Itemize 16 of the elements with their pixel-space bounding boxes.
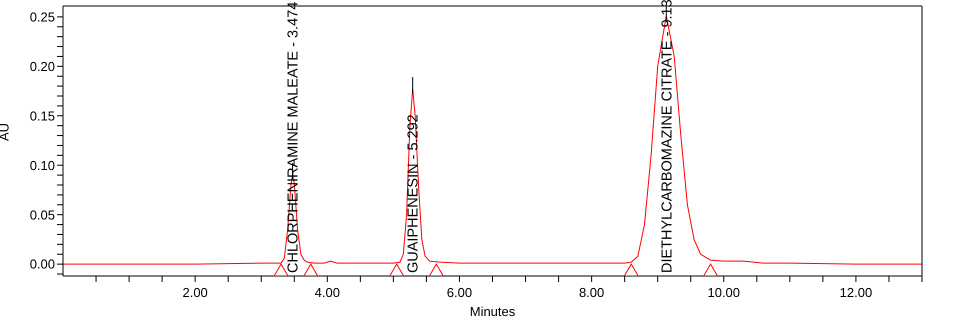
x-tick-label: 6.00 bbox=[446, 285, 472, 300]
annotation: CHLORPHENIRAMINE MALEATE - 3.474 bbox=[286, 2, 302, 273]
x-tick-label: 8.00 bbox=[578, 285, 604, 300]
x-tick-label: 12.00 bbox=[840, 285, 872, 300]
x-tick-label: 2.00 bbox=[182, 285, 208, 300]
y-tick-label: 0.20 bbox=[30, 58, 55, 74]
annotation: GUAIPHENESIN - 5.292 bbox=[406, 114, 422, 273]
x-tick-label: 10.00 bbox=[707, 285, 740, 300]
x-axis-title: Minutes bbox=[470, 304, 516, 319]
y-axis-title: AU bbox=[0, 122, 12, 141]
y-tick-label: 0.05 bbox=[30, 207, 55, 222]
x-tick-label: 4.00 bbox=[314, 285, 340, 300]
y-tick-label: 0.10 bbox=[30, 158, 55, 173]
y-tick-label: 0.15 bbox=[30, 108, 55, 124]
y-tick-label: 0.25 bbox=[30, 9, 55, 24]
y-tick-label: 0.00 bbox=[30, 256, 55, 272]
